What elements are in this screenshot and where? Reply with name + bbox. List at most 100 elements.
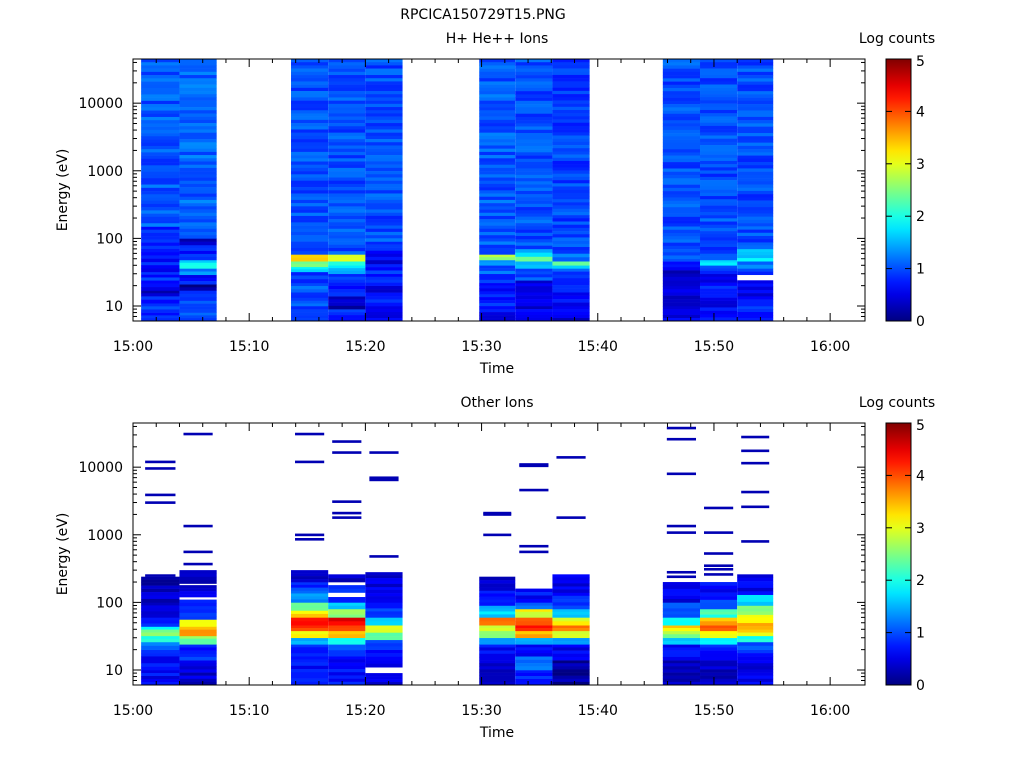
heatmap-cell bbox=[179, 135, 217, 140]
heatmap-cell bbox=[479, 663, 516, 667]
heatmap-cell bbox=[479, 190, 516, 194]
heatmap-cell bbox=[700, 132, 738, 136]
heatmap-cell bbox=[328, 84, 366, 89]
heatmap-cell bbox=[700, 231, 738, 235]
heatmap-cell bbox=[479, 158, 516, 162]
heatmap-cell bbox=[552, 97, 590, 101]
heatmap-cell bbox=[515, 91, 553, 95]
heatmap-cell bbox=[291, 59, 329, 63]
heatmap-cell bbox=[479, 590, 516, 594]
heatmap-cell bbox=[662, 249, 701, 253]
heatmap-cell bbox=[662, 637, 701, 642]
heatmap-cell bbox=[700, 119, 738, 124]
heatmap-cell bbox=[662, 255, 701, 260]
heatmap-cell bbox=[479, 129, 516, 133]
heatmap-cell bbox=[515, 155, 553, 160]
heatmap-cell bbox=[365, 682, 403, 685]
heatmap-cell bbox=[291, 164, 329, 169]
heatmap-cell bbox=[479, 222, 516, 226]
heatmap-cell bbox=[291, 209, 329, 214]
heatmap-line bbox=[666, 531, 697, 534]
heatmap-cell bbox=[328, 219, 366, 223]
heatmap-cell bbox=[479, 666, 516, 670]
heatmap-cell bbox=[179, 187, 217, 191]
heatmap-cell bbox=[141, 245, 180, 250]
heatmap-cell bbox=[479, 87, 516, 92]
heatmap-cell bbox=[141, 611, 180, 615]
heatmap-cell bbox=[291, 180, 329, 185]
heatmap-cells bbox=[141, 426, 774, 685]
heatmap-cell bbox=[662, 100, 701, 105]
heatmap-line bbox=[369, 555, 399, 558]
colorbar-tick-label: 5 bbox=[916, 54, 925, 70]
heatmap-cell bbox=[700, 270, 738, 275]
heatmap-cell bbox=[700, 154, 738, 159]
heatmap-cell bbox=[700, 208, 738, 213]
heatmap-cell bbox=[179, 174, 217, 178]
heatmap-cell bbox=[662, 139, 701, 144]
heatmap-cell bbox=[662, 267, 701, 271]
heatmap-cell bbox=[737, 207, 774, 211]
heatmap-cell bbox=[700, 650, 738, 655]
heatmap-cell bbox=[179, 180, 217, 185]
heatmap-cell bbox=[179, 284, 217, 288]
heatmap-cell bbox=[291, 203, 329, 207]
heatmap-cell bbox=[552, 164, 590, 168]
heatmap-line bbox=[295, 538, 325, 541]
heatmap-cell bbox=[141, 149, 180, 153]
x-tick-label: 15:50 bbox=[694, 703, 734, 719]
heatmap-cell bbox=[515, 614, 553, 618]
heatmap-cell bbox=[552, 257, 590, 262]
heatmap-cell bbox=[179, 594, 217, 598]
heatmap-cell bbox=[515, 123, 553, 127]
heatmap-cell bbox=[365, 183, 403, 188]
heatmap-cell bbox=[662, 171, 701, 176]
heatmap-cell bbox=[328, 641, 366, 645]
heatmap-cell bbox=[328, 190, 366, 194]
heatmap-cell bbox=[179, 145, 217, 149]
heatmap-cell bbox=[700, 300, 738, 305]
heatmap-cell bbox=[291, 300, 329, 304]
heatmap-cell bbox=[737, 261, 774, 266]
heatmap-line bbox=[666, 570, 697, 574]
heatmap-cell bbox=[328, 599, 366, 603]
heatmap-cell bbox=[737, 194, 774, 198]
heatmap-cell bbox=[552, 170, 590, 175]
heatmap-cell bbox=[179, 653, 217, 658]
heatmap-cell bbox=[141, 576, 180, 580]
heatmap-cell bbox=[179, 196, 217, 201]
heatmap-cell bbox=[365, 129, 403, 133]
heatmap-cell bbox=[515, 592, 553, 596]
heatmap-cell bbox=[179, 632, 217, 637]
heatmap-cell bbox=[552, 580, 590, 584]
heatmap-cells bbox=[141, 59, 774, 321]
heatmap-cell bbox=[141, 271, 180, 275]
colorbar bbox=[885, 58, 912, 322]
heatmap-cell bbox=[328, 309, 366, 313]
heatmap-cell bbox=[515, 210, 553, 214]
heatmap-cell bbox=[328, 171, 366, 175]
heatmap-cell bbox=[700, 307, 738, 312]
heatmap-cell bbox=[552, 281, 590, 286]
heatmap-cell bbox=[179, 183, 217, 188]
heatmap-cell bbox=[179, 116, 217, 121]
heatmap-cell bbox=[552, 641, 590, 645]
heatmap-cell bbox=[515, 245, 553, 250]
heatmap-cell bbox=[291, 190, 329, 194]
heatmap-cell bbox=[552, 157, 590, 162]
heatmap-cell bbox=[552, 135, 590, 139]
heatmap-cell bbox=[141, 303, 180, 307]
heatmap-cell bbox=[141, 595, 180, 600]
heatmap-cell bbox=[662, 252, 701, 256]
heatmap-cell bbox=[515, 302, 553, 307]
heatmap-cell bbox=[515, 133, 553, 137]
heatmap-cell bbox=[179, 259, 217, 264]
heatmap-cell bbox=[552, 577, 590, 581]
heatmap-cell bbox=[737, 581, 774, 585]
heatmap-cell bbox=[365, 62, 403, 66]
heatmap-cell bbox=[700, 634, 738, 639]
heatmap-cell bbox=[365, 580, 403, 585]
heatmap-cell bbox=[291, 261, 329, 265]
heatmap-cell bbox=[479, 151, 516, 156]
heatmap-cell bbox=[365, 161, 403, 165]
